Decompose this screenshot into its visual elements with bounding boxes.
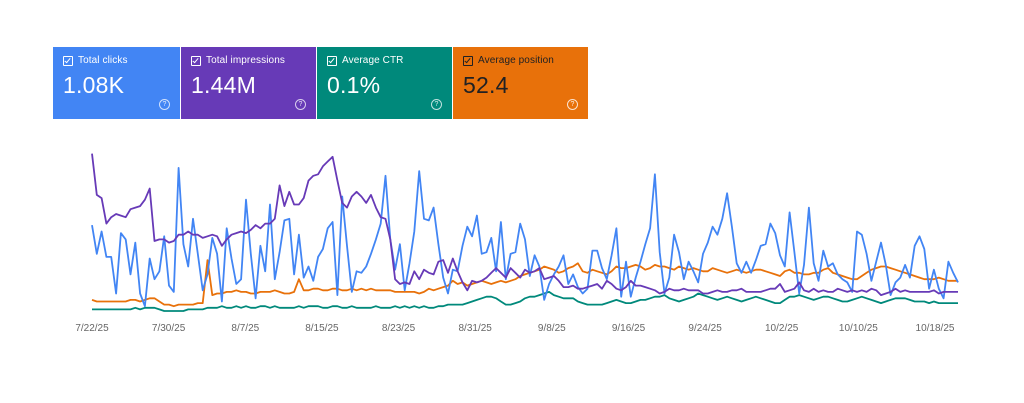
x-tick-label: 8/15/25 bbox=[305, 323, 339, 334]
help-icon[interactable]: ? bbox=[567, 99, 578, 110]
total-clicks-card[interactable]: Total clicks 1.08K ? bbox=[53, 47, 180, 119]
series-line-0 bbox=[91, 166, 959, 308]
card-label: Total clicks bbox=[78, 55, 128, 66]
series-line-3 bbox=[92, 290, 958, 312]
series-layer bbox=[91, 153, 959, 312]
metric-cards: Total clicks 1.08K ? Total impressions 1… bbox=[53, 47, 588, 119]
card-header: Average position bbox=[463, 55, 578, 66]
x-tick-label: 9/8/25 bbox=[538, 323, 566, 334]
help-icon[interactable]: ? bbox=[431, 99, 442, 110]
average-position-card[interactable]: Average position 52.4 ? bbox=[453, 47, 588, 119]
x-tick-label: 9/16/25 bbox=[612, 323, 646, 334]
x-tick-label: 7/22/25 bbox=[75, 323, 109, 334]
card-value: 1.44M bbox=[191, 72, 256, 98]
help-icon[interactable]: ? bbox=[159, 99, 170, 110]
card-header: Average CTR bbox=[327, 55, 442, 66]
total-impressions-card[interactable]: Total impressions 1.44M ? bbox=[181, 47, 316, 119]
x-tick-label: 10/10/25 bbox=[839, 323, 878, 334]
average-ctr-card[interactable]: Average CTR 0.1% ? bbox=[317, 47, 452, 119]
x-tick-label: 8/23/25 bbox=[382, 323, 416, 334]
card-label: Average CTR bbox=[342, 55, 404, 66]
checkbox-icon[interactable] bbox=[191, 55, 201, 66]
series-line-2 bbox=[91, 259, 958, 308]
x-axis-ticks: 7/22/25 7/30/25 8/7/25 8/15/25 8/23/25 8/31/2… bbox=[75, 323, 955, 334]
checkbox-icon[interactable] bbox=[63, 55, 73, 66]
help-icon[interactable]: ? bbox=[295, 99, 306, 110]
card-value: 52.4 bbox=[463, 72, 509, 98]
x-tick-label: 10/18/25 bbox=[916, 323, 955, 334]
x-tick-label: 9/24/25 bbox=[688, 323, 722, 334]
card-label: Average position bbox=[478, 55, 554, 66]
checkbox-icon[interactable] bbox=[327, 55, 337, 66]
card-value: 1.08K bbox=[63, 72, 125, 98]
card-value: 0.1% bbox=[327, 72, 381, 98]
x-tick-label: 10/2/25 bbox=[765, 323, 799, 334]
card-header: Total clicks bbox=[63, 55, 170, 66]
card-header: Total impressions bbox=[191, 55, 306, 66]
x-tick-label: 8/31/25 bbox=[459, 323, 493, 334]
checkbox-icon[interactable] bbox=[463, 55, 473, 66]
series-line-1 bbox=[91, 153, 958, 297]
x-tick-label: 7/30/25 bbox=[152, 323, 186, 334]
card-label: Total impressions bbox=[206, 55, 285, 66]
x-tick-label: 8/7/25 bbox=[231, 323, 259, 334]
